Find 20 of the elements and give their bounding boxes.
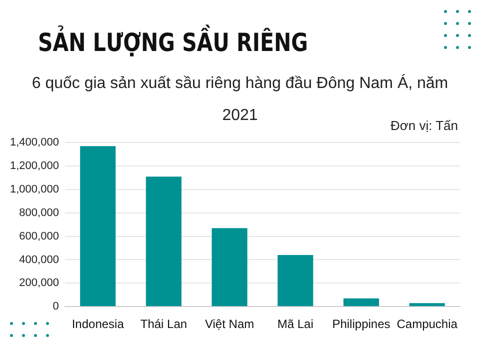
bar (212, 228, 248, 306)
x-tick-label: Việt Nam (204, 317, 254, 332)
y-tick-label: 600,000 (19, 230, 59, 242)
bar (146, 176, 182, 306)
x-tick-label: Philippines (332, 317, 390, 332)
x-tick-label: Indonesia (72, 317, 124, 332)
y-tick-label: 200,000 (19, 277, 59, 290)
bar (80, 146, 116, 306)
x-tick-label: Mã Lai (277, 317, 314, 332)
bar (343, 298, 380, 306)
x-tick-label: Thái Lan (140, 317, 188, 332)
y-tick-label: 1,000,000 (10, 183, 59, 196)
y-tick-label: 1,400,000 (10, 136, 59, 149)
y-tick-label: 400,000 (19, 254, 59, 266)
y-tick-label: 800,000 (19, 206, 59, 219)
bar (278, 255, 314, 306)
y-tick-label: 0 (52, 300, 59, 313)
x-tick-label: Campuchia (396, 317, 458, 332)
y-tick-label: 1,200,000 (10, 160, 59, 172)
bar (409, 303, 445, 306)
